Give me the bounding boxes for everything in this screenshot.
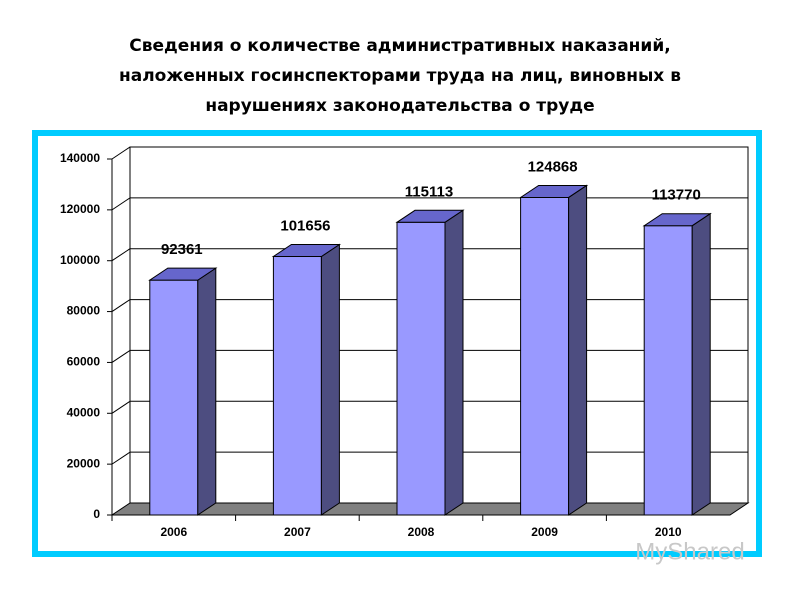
chart-title: наложенных госинспекторами труда на лиц,… (119, 66, 681, 86)
bar-side (568, 184, 588, 516)
x-tick-label: 2008 (408, 525, 435, 539)
bar (272, 256, 322, 516)
wall-grid-line (111, 350, 131, 363)
bar-side (691, 212, 711, 516)
bar-side (320, 243, 340, 516)
value-label: 124868 (528, 158, 578, 175)
bar-side (444, 209, 464, 516)
wall-grid-line (111, 146, 131, 160)
y-tick-label: 20000 (67, 456, 101, 470)
y-tick-label: 140000 (60, 151, 100, 165)
y-tick-label: 120000 (60, 202, 100, 216)
bar (396, 221, 446, 516)
bar-side (197, 267, 217, 516)
x-tick-label: 2007 (284, 525, 311, 539)
y-tick-label: 60000 (67, 355, 101, 369)
wall-grid-line (111, 400, 131, 414)
bar (149, 279, 199, 516)
value-label: 113770 (652, 187, 701, 204)
plot: 0 20000 40000 60000 80000 100000 120000 140000 9… (60, 146, 750, 539)
value-label: 92361 (161, 241, 203, 258)
wall-grid-line (111, 451, 131, 465)
value-label: 115113 (405, 183, 453, 200)
wall-grid-line (111, 197, 131, 211)
y-tick-label: 100000 (60, 253, 100, 267)
chart-title: нарушениях законодательства о труде (205, 96, 594, 116)
y-tick-label: 80000 (67, 304, 101, 318)
value-label: 101656 (280, 217, 330, 234)
x-tick-label: 2006 (160, 525, 187, 539)
bar-top (148, 267, 218, 281)
bar (520, 196, 570, 516)
chart-title: Сведения о количестве административных н… (129, 36, 670, 56)
bar-top (642, 213, 712, 227)
x-tick-label: 2009 (531, 525, 558, 539)
wall-grid-line (111, 299, 131, 312)
bar-top (518, 184, 589, 198)
bar (643, 225, 693, 516)
x-tick-label: 2010 (655, 525, 682, 539)
wall-grid-line (111, 248, 131, 262)
bar-top (395, 209, 465, 223)
y-tick-label: 0 (93, 507, 100, 521)
y-tick-label: 40000 (67, 405, 101, 419)
watermark: MyShared (635, 538, 744, 565)
bar-top (271, 244, 342, 258)
